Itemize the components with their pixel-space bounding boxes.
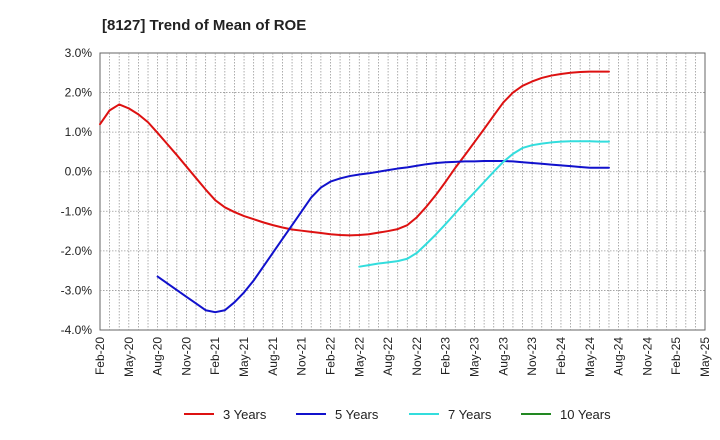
x-tick-label: Feb-20 [93,337,107,375]
x-tick-label: May-24 [583,337,597,377]
x-axis-tick-labels: Feb-20 May-20 Aug-20 Nov-20 Feb-21 May-21 Aug-… [93,337,712,377]
x-tick-label: Nov-24 [640,337,654,376]
x-tick-label: Nov-20 [179,337,193,376]
series-lines [99,70,610,314]
x-tick-label: May-25 [698,337,712,377]
x-tick-label: Aug-22 [381,337,395,376]
legend-label: 3 Years [223,407,267,422]
y-tick-label: 3.0% [65,46,93,60]
y-tick-label: -1.0% [61,204,93,218]
y-tick-label: -2.0% [61,244,93,258]
x-tick-label: May-23 [468,337,482,377]
x-tick-label: May-22 [352,337,366,377]
x-tick-label: Aug-21 [266,337,280,376]
x-tick-label: Aug-20 [151,337,165,376]
series-line-7-years [358,140,610,268]
x-tick-label: Nov-22 [410,337,424,376]
x-tick-label: Feb-23 [439,337,453,375]
series-line-3-years [99,70,610,237]
x-tick-label: May-20 [122,337,136,377]
x-tick-label: Aug-23 [496,337,510,376]
x-tick-label: Feb-25 [669,337,683,375]
legend-label: 5 Years [335,407,379,422]
legend: 3 Years 5 Years 7 Years 10 Years [184,407,611,422]
legend-label: 7 Years [448,407,492,422]
legend-label: 10 Years [560,407,611,422]
x-tick-label: Aug-24 [612,337,626,376]
y-tick-label: 2.0% [65,86,93,100]
x-tick-label: May-21 [237,337,251,377]
chart-title: [8127] Trend of Mean of ROE [102,17,306,34]
y-tick-label: 0.0% [65,165,93,179]
series-line-5-years [156,160,610,314]
x-tick-label: Nov-23 [525,337,539,376]
y-tick-label: 1.0% [65,125,93,139]
x-tick-label: Feb-22 [323,337,337,375]
y-tick-label: -3.0% [61,283,93,297]
plot-frame [99,52,706,331]
plot-area [99,52,706,331]
x-tick-label: Feb-24 [554,337,568,375]
y-axis-tick-labels: 3.0% 2.0% 1.0% 0.0% -1.0% -2.0% -3.0% -4.0% [61,46,93,337]
x-tick-label: Feb-21 [208,337,222,375]
y-tick-label: -4.0% [61,323,93,337]
x-tick-label: Nov-21 [295,337,309,376]
grid-lines [100,53,705,330]
